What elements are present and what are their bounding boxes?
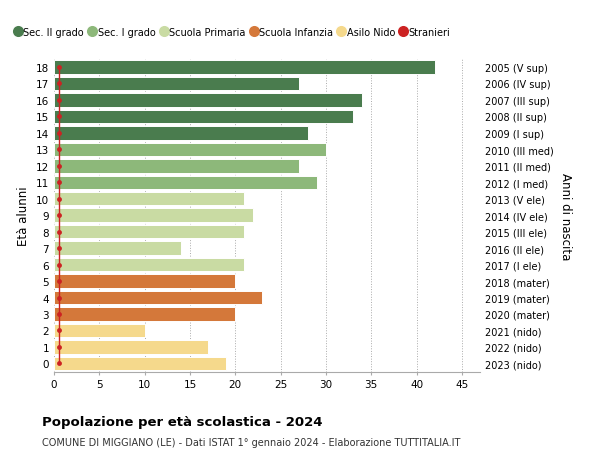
Bar [54,308,235,321]
Bar [54,111,353,124]
Bar [54,78,299,91]
Bar [54,176,317,190]
Text: Popolazione per età scolastica - 2024: Popolazione per età scolastica - 2024 [42,415,323,428]
Text: COMUNE DI MIGGIANO (LE) - Dati ISTAT 1° gennaio 2024 - Elaborazione TUTTITALIA.I: COMUNE DI MIGGIANO (LE) - Dati ISTAT 1° … [42,437,460,447]
Y-axis label: Età alunni: Età alunni [17,186,31,246]
Bar [54,61,434,75]
Bar [54,160,299,173]
Bar [54,225,244,239]
Bar [54,94,362,107]
Bar [54,127,308,140]
Bar [54,143,326,157]
Bar [54,341,208,354]
Bar [54,291,262,305]
Legend: Sec. II grado, Sec. I grado, Scuola Primaria, Scuola Infanzia, Asilo Nido, Stran: Sec. II grado, Sec. I grado, Scuola Prim… [11,24,454,42]
Bar [54,209,253,223]
Bar [54,357,226,370]
Bar [54,324,145,337]
Y-axis label: Anni di nascita: Anni di nascita [559,172,572,259]
Bar [54,193,244,206]
Bar [54,274,235,288]
Bar [54,242,181,255]
Bar [54,258,244,272]
